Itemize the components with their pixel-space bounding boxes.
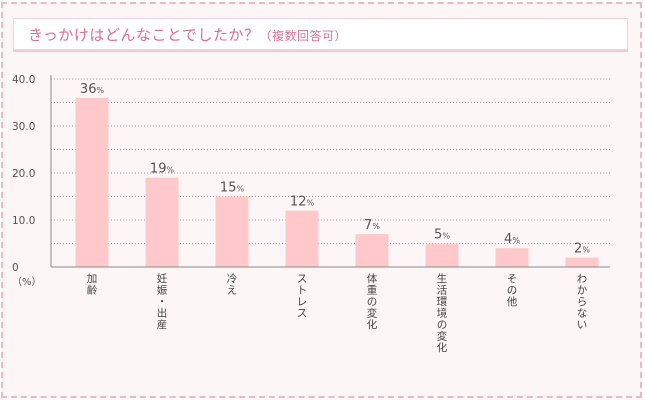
category-label: わからない xyxy=(577,273,588,331)
category-label: 加齢 xyxy=(87,273,98,297)
bar xyxy=(565,257,599,267)
data-label: 36% xyxy=(80,82,105,97)
y-tick-label: 40.0 xyxy=(12,74,35,86)
category-label: 体重の変化 xyxy=(367,273,378,331)
data-label: 12% xyxy=(290,195,315,210)
y-tick-label: 0 xyxy=(12,262,19,274)
bar xyxy=(425,243,459,267)
y-tick-label: 20.0 xyxy=(12,168,35,180)
bar xyxy=(215,196,249,267)
data-label: 19% xyxy=(150,162,175,177)
category-label: 生活環境の変化 xyxy=(437,272,448,354)
category-label: その他 xyxy=(507,273,518,308)
data-label: 7% xyxy=(364,218,380,233)
bar xyxy=(75,97,109,267)
y-tick-label: 10.0 xyxy=(12,215,35,227)
bar xyxy=(355,234,389,267)
y-unit-label: （%） xyxy=(12,276,42,288)
title-box: きっかけはどんなことでしたか？（複数回答可） xyxy=(13,18,628,50)
y-tick-label: 30.0 xyxy=(12,121,35,133)
title-main-text: きっかけはどんなことでしたか？ xyxy=(28,26,260,44)
data-label: 2% xyxy=(574,242,590,257)
category-label: 冷え xyxy=(227,272,238,297)
data-label: 5% xyxy=(434,228,450,243)
bar xyxy=(285,210,319,267)
chart-title: きっかけはどんなことでしたか？（複数回答可） xyxy=(28,24,347,45)
category-label: ストレス xyxy=(297,273,308,320)
bar xyxy=(145,177,179,267)
data-label: 15% xyxy=(220,181,245,196)
data-label: 4% xyxy=(504,232,520,247)
bar xyxy=(495,248,529,267)
category-label: 妊娠・出産 xyxy=(157,272,168,331)
title-subtitle: （複数回答可） xyxy=(259,29,347,43)
